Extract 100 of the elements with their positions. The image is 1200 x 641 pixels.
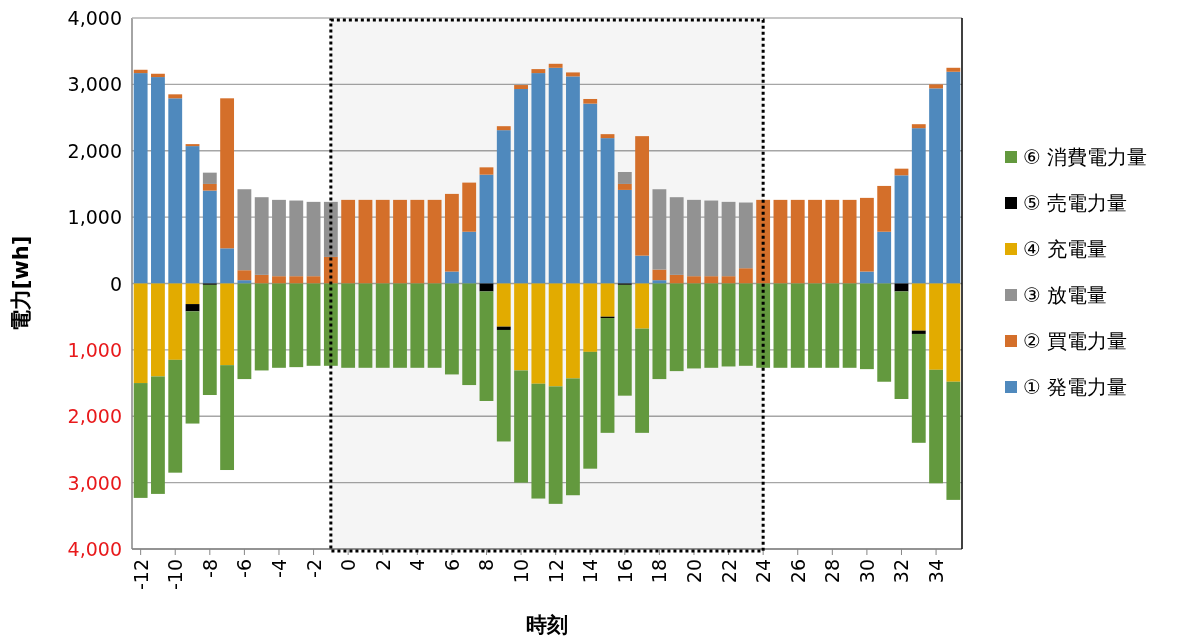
bar xyxy=(289,283,304,368)
bar xyxy=(220,98,235,249)
bar xyxy=(669,274,684,284)
bar xyxy=(842,199,857,284)
bar xyxy=(185,146,200,284)
x-tick-label: 32 xyxy=(890,559,913,584)
bar xyxy=(738,202,753,269)
legend-label: ⑤ 売電力量 xyxy=(1023,191,1128,215)
bar xyxy=(894,175,909,284)
bar xyxy=(652,189,667,270)
bar xyxy=(808,283,822,368)
bar xyxy=(617,189,632,284)
bar xyxy=(773,199,788,284)
bar xyxy=(600,134,615,139)
bar xyxy=(790,199,805,284)
bar xyxy=(704,283,719,368)
bar xyxy=(548,63,563,68)
x-tick-label: 4 xyxy=(406,559,429,572)
bar xyxy=(669,283,684,372)
y-axis-title: 電力[wh] xyxy=(9,235,33,332)
bar xyxy=(272,283,286,368)
bar xyxy=(600,138,615,284)
bar xyxy=(635,255,650,284)
x-tick-label: 22 xyxy=(717,559,740,584)
bar xyxy=(617,183,632,190)
bar xyxy=(859,283,874,370)
bar xyxy=(237,189,252,271)
x-tick-label: 8 xyxy=(475,559,498,572)
bar xyxy=(566,283,580,379)
bar xyxy=(496,329,511,442)
bar xyxy=(462,182,477,232)
bar xyxy=(358,199,373,284)
bar xyxy=(341,283,356,368)
bar xyxy=(635,136,650,256)
bar xyxy=(635,328,650,433)
bar xyxy=(652,283,667,380)
bar xyxy=(566,72,580,77)
bar xyxy=(825,199,840,284)
y-tick-label: 3,000 xyxy=(67,73,122,96)
bar xyxy=(410,199,425,284)
x-tick-label: -8 xyxy=(198,559,221,578)
bar xyxy=(375,283,390,368)
bar xyxy=(946,67,961,72)
bar xyxy=(531,383,546,499)
bar xyxy=(721,201,736,277)
x-tick-label: 0 xyxy=(337,559,360,572)
x-tick-label: 10 xyxy=(510,559,533,584)
bar xyxy=(514,283,528,371)
bar xyxy=(911,283,926,331)
bar xyxy=(168,94,183,99)
bar xyxy=(272,276,286,284)
bar xyxy=(859,197,874,272)
bar xyxy=(738,268,753,284)
bar xyxy=(151,77,165,284)
bar xyxy=(635,283,650,329)
bar xyxy=(514,89,528,284)
bar xyxy=(289,200,304,277)
bar xyxy=(168,98,183,284)
legend-label: ⑥ 消費電力量 xyxy=(1023,145,1148,169)
bar xyxy=(202,284,217,396)
x-tick-label: 2 xyxy=(371,559,394,572)
x-tick-label: -6 xyxy=(233,559,256,578)
bar xyxy=(306,276,321,284)
bar xyxy=(566,76,580,284)
bar xyxy=(496,126,511,131)
bar xyxy=(911,333,926,443)
bar xyxy=(946,71,961,284)
bar xyxy=(185,304,200,312)
bar xyxy=(254,283,269,371)
bar xyxy=(687,199,701,277)
bar xyxy=(237,270,252,281)
bar xyxy=(825,283,840,368)
y-tick-label: 1,000 xyxy=(67,206,122,229)
bar xyxy=(254,197,269,275)
bar xyxy=(151,73,165,78)
bar xyxy=(462,283,477,386)
bar xyxy=(393,283,407,368)
bar xyxy=(479,167,494,175)
bar xyxy=(738,283,753,366)
bar xyxy=(168,283,183,360)
y-tick-label: 2,000 xyxy=(67,139,122,162)
bar xyxy=(185,283,200,305)
x-tick-label: -2 xyxy=(302,559,325,578)
bar xyxy=(929,88,943,284)
bar xyxy=(444,271,459,284)
bar xyxy=(600,318,615,433)
bar xyxy=(652,269,667,281)
bar xyxy=(617,171,632,184)
bar xyxy=(133,73,148,284)
bar xyxy=(617,284,632,396)
x-tick-label: -10 xyxy=(164,559,187,591)
bar xyxy=(600,283,615,317)
bar xyxy=(496,326,511,330)
x-tick-label: -12 xyxy=(129,559,152,591)
bar xyxy=(842,283,857,368)
bar xyxy=(220,365,235,471)
bar xyxy=(721,283,736,367)
bar xyxy=(531,73,546,284)
bar xyxy=(652,280,667,284)
bar xyxy=(859,271,874,284)
